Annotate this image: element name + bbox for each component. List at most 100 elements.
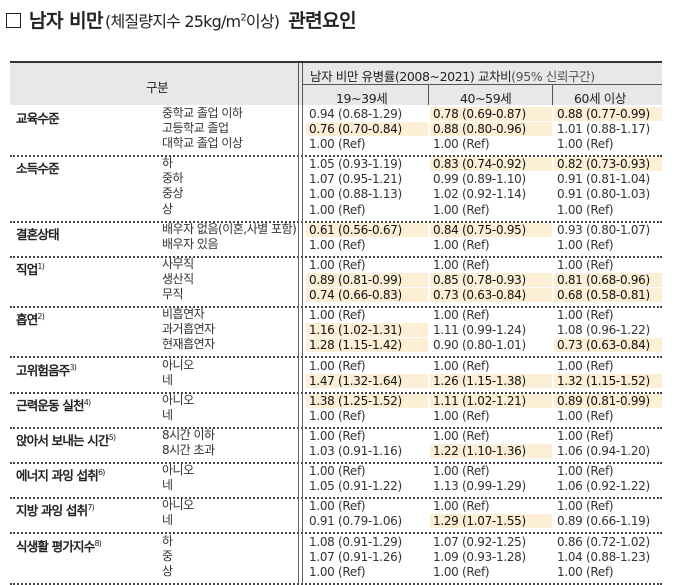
table-row: 과거흡연자 1.16 (1.02-1.31) 1.11 (0.99-1.24) 1.0… <box>10 322 662 338</box>
odds-ratio-cell: 1.01 (0.88-1.17) <box>557 122 650 137</box>
odds-ratio-cell: 1.09 (0.93-1.28) <box>433 549 526 564</box>
row-label: 과거흡연자 <box>162 322 215 337</box>
table-row: 중상 1.00 (0.88-1.13) 1.02 (0.92-1.14) 0.91 (… <box>10 186 662 201</box>
checkbox-square-icon <box>6 13 21 28</box>
row-label: 네 <box>162 513 173 528</box>
odds-ratio-cell: 1.00 (Ref) <box>309 308 366 323</box>
row-label: 비흡연자 <box>162 307 205 322</box>
odds-ratio-cell: 1.00 (Ref) <box>557 408 614 423</box>
odds-ratio-cell: 1.00 (Ref) <box>309 137 366 152</box>
odds-ratio-cell: 1.00 (Ref) <box>433 564 490 579</box>
odds-ratio-cell: 0.99 (0.89-1.10) <box>433 172 526 187</box>
group-label: 직업1) <box>16 259 45 278</box>
odds-ratio-cell: 1.04 (0.88-1.23) <box>557 549 650 564</box>
odds-ratio-cell: 1.29 (1.07-1.55) <box>430 514 552 529</box>
footnote-marker: 7) <box>87 503 94 513</box>
table-row: 배우자 없음(이혼,사별 포함) 0.61 (0.56-0.67) 0.84 (0.… <box>10 222 662 237</box>
group-label: 에너지 과잉 섭취6) <box>16 465 105 484</box>
row-label: 중학교 졸업 이하 <box>162 106 243 120</box>
table-row: 사무직 1.00 (Ref) 1.00 (Ref) 1.00 (Ref) <box>10 257 662 272</box>
group-label: 결혼상태 <box>16 224 60 243</box>
table-row: 무직 0.74 (0.66-0.83) 0.73 (0.63-0.84) 0.68 (… <box>10 287 662 303</box>
row-label: 상 <box>162 201 173 216</box>
row-label: 하 <box>162 156 173 171</box>
odds-ratio-cell: 0.81 (0.68-0.96) <box>554 272 662 287</box>
footnote-marker: 4) <box>83 397 91 407</box>
table-row: 중하 1.07 (0.95-1.21) 0.99 (0.89-1.10) 0.91 (… <box>10 171 662 186</box>
table-top-border <box>10 61 662 63</box>
row-label: 현재흡연자 <box>162 337 215 352</box>
column-divider <box>302 155 303 221</box>
column-divider <box>302 105 303 156</box>
group-label: 흡연2) <box>16 309 45 328</box>
odds-ratio-cell: 1.05 (0.91-1.22) <box>309 479 402 494</box>
odds-ratio-cell: 1.02 (0.92-1.14) <box>433 187 526 202</box>
odds-ratio-cell: 0.78 (0.69-0.87) <box>430 107 552 121</box>
odds-ratio-cell: 1.00 (Ref) <box>309 499 366 514</box>
group-label: 앉아서 보내는 시간5) <box>16 430 116 449</box>
header-measure-label: 남자 비만 유병률(2008~2021) 교차비 <box>310 69 512 84</box>
footnote-marker: 1) <box>37 261 45 271</box>
table-row: 대학교 졸업 이상 1.00 (Ref) 1.00 (Ref) 1.00 (Ref) <box>10 136 662 151</box>
row-label: 사무직 <box>162 256 194 271</box>
table-group: 식생활 평가지수8) 하 1.08 (0.91-1.29) 1.07 (0.92-1.… <box>10 532 662 585</box>
column-divider <box>298 462 299 498</box>
header-ci: (95% 신뢰구간) <box>511 69 595 84</box>
table-row: 8시간 이하 1.00 (Ref) 1.00 (Ref) 1.00 (Ref) <box>10 428 662 443</box>
odds-ratio-cell: 0.94 (0.68-1.29) <box>309 107 402 121</box>
page-title: 남자 비만 (체질량지수 25kg/m2이상) 관련요인 <box>6 6 357 46</box>
column-divider <box>298 105 299 156</box>
odds-ratio-cell: 0.91 (0.80-1.03) <box>557 187 650 202</box>
title-superscript: 2 <box>240 12 246 24</box>
odds-ratio-cell: 1.07 (0.92-1.25) <box>433 534 526 549</box>
odds-ratio-cell: 1.07 (0.95-1.21) <box>309 172 402 187</box>
odds-ratio-cell: 0.76 (0.70-0.84) <box>306 122 428 137</box>
row-label: 네 <box>162 407 173 422</box>
table-group: 에너지 과잉 섭취6) 아니오 1.00 (Ref) 1.00 (Ref) 1.00 (… <box>10 462 662 500</box>
odds-ratio-cell: 0.89 (0.66-1.19) <box>557 514 650 529</box>
row-label: 8시간 이하 <box>162 427 215 442</box>
odds-ratio-cell: 1.00 (Ref) <box>433 257 490 272</box>
column-divider <box>302 532 303 583</box>
odds-ratio-cell: 1.00 (Ref) <box>309 464 366 479</box>
odds-ratio-cell: 1.00 (Ref) <box>309 564 366 579</box>
row-label: 생산직 <box>162 271 194 286</box>
table-row: 아니오 1.38 (1.25-1.52) 1.11 (1.02-1.21) 0.89 … <box>10 393 662 408</box>
header-mid-line <box>302 84 662 85</box>
footnote-marker: 8) <box>94 538 102 548</box>
table-group: 결혼상태 배우자 없음(이혼,사별 포함) 0.61 (0.56-0.67) 0.84… <box>10 220 662 258</box>
odds-ratio-cell: 1.00 (0.88-1.13) <box>309 187 402 202</box>
row-label: 중하 <box>162 171 184 186</box>
title-condition: (체질량지수 25kg/m2이상) <box>105 8 280 32</box>
column-divider <box>298 255 299 307</box>
table-group: 소득수준 하 1.05 (0.93-1.19) 0.83 (0.74-0.92) 0.8… <box>10 155 662 223</box>
footnote-marker: 3) <box>69 362 77 372</box>
column-divider <box>298 306 299 357</box>
table-row: 배우자 있음 1.00 (Ref) 1.00 (Ref) 1.00 (Ref) <box>10 237 662 252</box>
odds-ratio-cell: 1.00 (Ref) <box>433 237 490 252</box>
title-paren-pre: (체질량지수 25kg/m <box>105 12 241 31</box>
odds-ratio-cell: 1.00 (Ref) <box>433 137 490 152</box>
table-row: 고등학교 졸업 0.76 (0.70-0.84) 0.88 (0.80-0.96) 1… <box>10 121 662 137</box>
odds-ratio-cell: 1.03 (0.91-1.16) <box>309 443 402 458</box>
odds-ratio-cell: 1.00 (Ref) <box>557 137 614 152</box>
odds-ratio-cell: 1.47 (1.32-1.64) <box>306 373 428 388</box>
odds-ratio-cell: 1.00 (Ref) <box>309 257 366 272</box>
footnote-marker: 2) <box>37 312 45 322</box>
group-label: 교육수준 <box>16 108 60 127</box>
table-row: 중 1.07 (0.91-1.26) 1.09 (0.93-1.28) 1.04 (0… <box>10 549 662 564</box>
column-divider <box>298 220 299 256</box>
odds-ratio-cell: 0.68 (0.58-0.81) <box>554 288 662 303</box>
row-label: 상 <box>162 563 173 578</box>
table-row: 아니오 1.00 (Ref) 1.00 (Ref) 1.00 (Ref) <box>10 358 662 373</box>
column-divider <box>298 426 299 463</box>
title-related-factors: 관련요인 <box>288 10 357 32</box>
odds-ratio-cell: 0.73 (0.63-0.84) <box>554 338 662 353</box>
table-row: 네 1.47 (1.32-1.64) 1.26 (1.15-1.38) 1.32 (1… <box>10 373 662 388</box>
header-measure: 남자 비만 유병률(2008~2021) 교차비(95% 신뢰구간) <box>310 66 595 85</box>
odds-ratio-cell: 0.82 (0.73-0.93) <box>554 157 662 172</box>
odds-ratio-cell: 1.00 (Ref) <box>309 408 366 423</box>
odds-ratio-cell: 1.00 (Ref) <box>433 358 490 373</box>
odds-ratio-cell: 1.00 (Ref) <box>309 428 366 443</box>
table-row: 하 1.08 (0.91-1.29) 1.07 (0.92-1.25) 0.86 (0… <box>10 534 662 549</box>
